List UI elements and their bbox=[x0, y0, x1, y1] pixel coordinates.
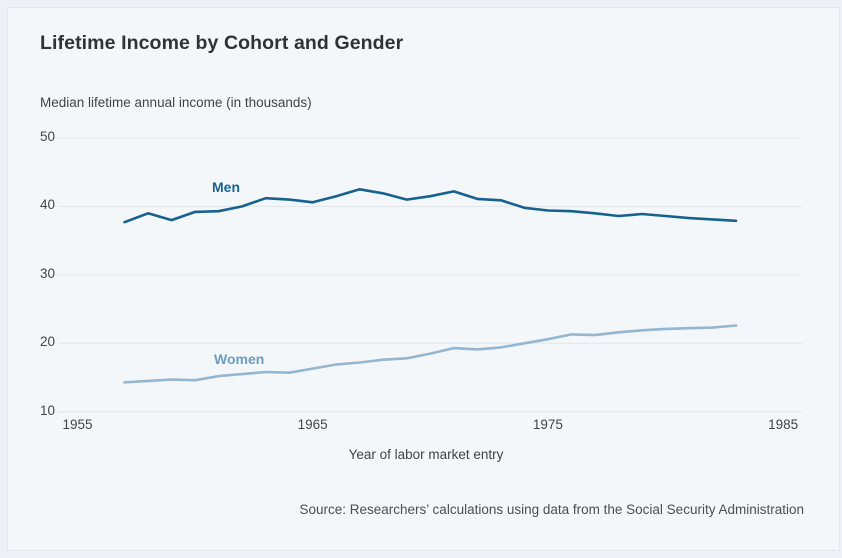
y-tick-label-10: 10 bbox=[40, 402, 56, 418]
series-line-women bbox=[123, 324, 738, 384]
y-tick-label-30: 30 bbox=[40, 265, 56, 281]
source-note: Source: Researchers’ calculations using … bbox=[299, 502, 805, 517]
chart-title: Lifetime Income by Cohort and Gender bbox=[40, 32, 404, 54]
series-label-women: Women bbox=[214, 351, 265, 367]
y-tick-label-50: 50 bbox=[40, 129, 56, 144]
chart-card bbox=[7, 7, 840, 551]
x-tick-label-1985: 1985 bbox=[768, 417, 799, 432]
y-tick-label-20: 20 bbox=[40, 334, 56, 350]
series-label-men: Men bbox=[212, 179, 240, 195]
series-line-men bbox=[123, 188, 738, 224]
y-tick-label-40: 40 bbox=[40, 197, 56, 213]
x-tick-label-1955: 1955 bbox=[62, 417, 93, 432]
x-axis-label: Year of labor market entry bbox=[348, 447, 504, 462]
y-axis-title: Median lifetime annual income (in thousa… bbox=[40, 95, 312, 110]
x-tick-label-1965: 1965 bbox=[297, 417, 328, 432]
x-tick-label-1975: 1975 bbox=[532, 417, 563, 432]
